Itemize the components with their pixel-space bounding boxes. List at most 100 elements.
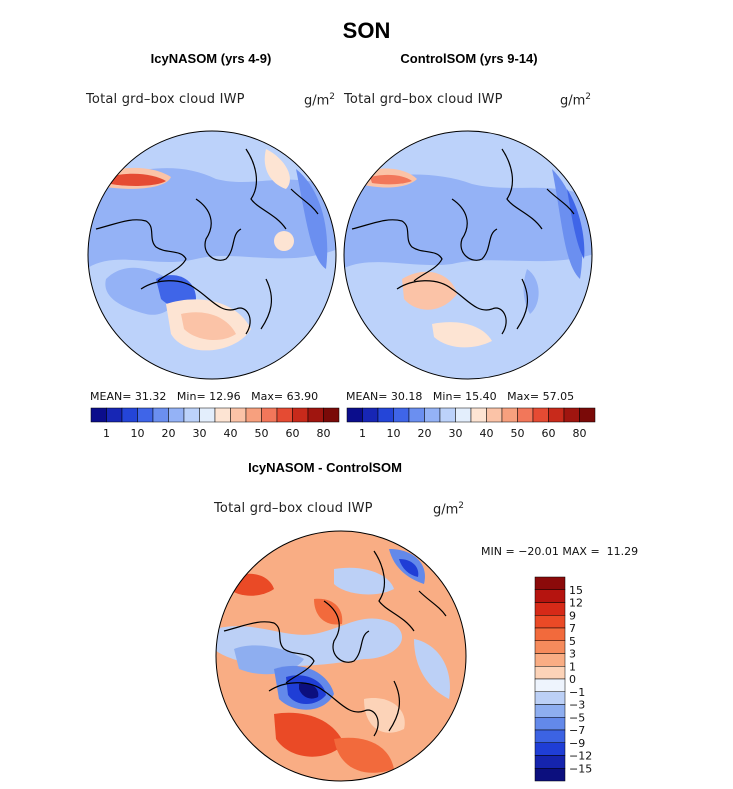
panel-3-colorbar-swatch [534,602,566,616]
panel-2-colorbar-swatch [470,407,487,423]
panel-2-colorbar-tick: 40 [480,427,494,440]
panel-1-max: 63.90 [286,390,319,403]
panel-3-colorbar-tick: 5 [569,635,576,648]
map-1-region-spot [274,231,294,251]
panel-1-colorbar-swatch [245,407,262,423]
panel-2-units: g/m2 [560,92,591,108]
panel-2-colorbar-swatch [563,407,580,423]
panel-2-colorbar-tick: 50 [511,427,525,440]
map-2-border [343,130,593,380]
map-3-coast-d [268,682,379,737]
map-1-region-light-warm-b [264,149,290,189]
panel-2-colorbar-swatch [455,407,472,423]
map-3-coastlines [223,550,447,737]
panel-2-colorbar-swatch [377,407,394,423]
panel-3-colorbar-swatch [534,678,566,692]
panel-2-mean-label: MEAN= [346,390,388,403]
panel-1-colorbar-tick: 60 [286,427,300,440]
map-3-region-darkest-blue [299,683,319,699]
panel-2-mean: 30.18 [390,390,423,403]
panel-3-colorbar-tick: −9 [569,737,585,750]
panel-2-colorbar-swatch [408,407,425,423]
panel-2-variable-label: Total grd–box cloud IWP [344,92,503,107]
panel-3-colorbar-swatch [534,615,566,629]
panel-2-colorbar-swatch [501,407,518,423]
panel-2-stats: MEAN= 30.18 Min= 15.40 Max= 57.05 [346,390,574,403]
panel-1-colorbar-swatch [90,407,107,423]
panel-3-colorbar-swatch [534,653,566,667]
panel-2-colorbar-swatch [532,407,549,423]
map-3-coast-a [223,621,315,684]
panel-1-units-sup: 2 [329,92,336,102]
panel-2-colorbar-tick: 60 [542,427,556,440]
map-3-coast-e [388,680,401,732]
panel-2-colorbar-swatch [439,407,456,423]
panel-3-colorbar-swatch [534,729,566,743]
panel-1-colorbar-tick: 80 [317,427,331,440]
map-1-region-warm-b [181,312,236,341]
panel-3-colorbar-swatch [534,576,566,590]
panel-1-colorbar-swatch [261,407,278,423]
panel-3-colorbar-swatch [534,589,566,603]
panel-2-colorbar-swatch [548,407,565,423]
panel-2-colorbar-swatch [362,407,379,423]
panel-1-variable-label: Total grd–box cloud IWP [86,92,245,107]
panel-3-units-base: g/m [433,502,459,518]
panel-2-colorbar-tick: 30 [449,427,463,440]
panel-2-colorbar-swatch [517,407,534,423]
panel-3-max-label: MAX = [562,545,600,558]
panel-2-colorbar-swatch [346,407,363,423]
panel-3-colorbar-swatch [534,640,566,654]
map-1-icynasom [87,130,337,380]
panel-3-colorbar-swatch [534,768,566,782]
panel-2-colorbar-tick: 80 [573,427,587,440]
map-3-region-orange [334,737,394,773]
map-1-coast-c [245,148,287,230]
panel-1-colorbar-tick: 20 [162,427,176,440]
panel-3-units-sup: 2 [458,501,465,511]
map-2-coast-d [396,280,507,335]
map-3-region-pale [364,698,405,733]
map-3-region-light-blue-c [414,639,450,699]
map-2-region-deep-blue [567,189,585,259]
panel-3-variable-label: Total grd–box cloud IWP [214,501,373,516]
panel-1-colorbar-swatch [292,407,309,423]
panel-1-colorbar-swatch [230,407,247,423]
map-2-coast-b [451,198,498,261]
panel-3-colorbar-swatch [534,627,566,641]
panel-2-colorbar-swatch [579,407,596,423]
panel-1-mean: 31.32 [134,390,167,403]
map-2-region-mid-blue [552,169,583,279]
map-3-region-light-blue-b [334,567,394,595]
panel-3-subtitle: IcyNASOM - ControlSOM [248,460,402,475]
map-3-coast-f [418,590,447,617]
panel-1-units-base: g/m [304,93,330,109]
panel-2-colorbar: 1 10 20 30 40 50 60 80 [346,407,596,440]
panel-3-colorbar-tick: −12 [569,750,592,763]
panel-2-units-base: g/m [560,93,586,109]
map-1-field [88,131,336,379]
panel-2-colorbar-swatch [393,407,410,423]
map-1-region-hot [108,173,166,186]
map-3-difference [215,530,467,782]
map-1-coastlines [95,148,319,335]
map-3-region-deep-blue-b [399,559,419,577]
panel-1-min: 12.96 [209,390,241,403]
panel-2-max: 57.05 [542,390,575,403]
panel-1-colorbar-swatch [199,407,216,423]
panel-3-colorbar-tick: −1 [569,686,585,699]
map-1-coast-b [195,198,242,261]
panel-3-colorbar-tick: −15 [569,762,592,775]
panel-3-colorbar-tick: −3 [569,699,585,712]
panel-3-colorbar-swatch [534,666,566,680]
panel-1-colorbar-swatch [106,407,123,423]
panel-1-colorbar-swatch [276,407,293,423]
panel-2-colorbar-tick: 20 [418,427,432,440]
map-1-coast-e [260,278,273,330]
map-2-coast-c [501,148,543,230]
map-2-controlsom [343,130,593,380]
map-2-region-light-warm [432,322,492,348]
panel-1-colorbar-swatch [137,407,154,423]
panel-1-colorbar-swatch [152,407,169,423]
panel-2-colorbar-tick: 10 [387,427,401,440]
